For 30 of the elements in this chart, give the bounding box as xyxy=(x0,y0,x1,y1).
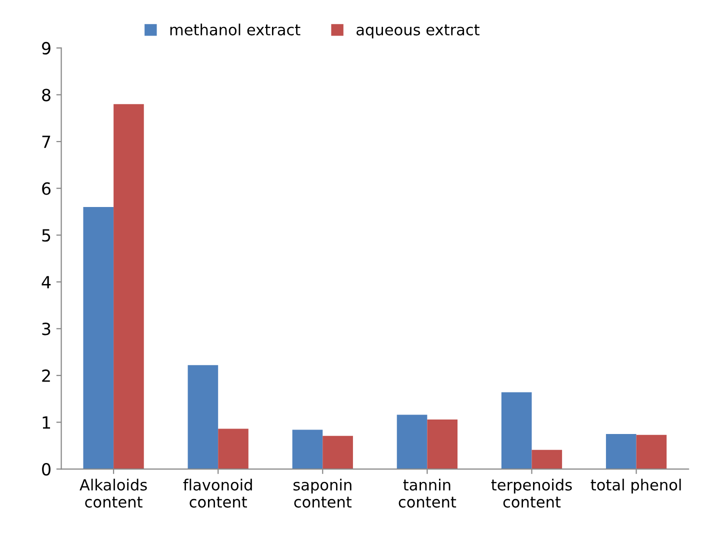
bar xyxy=(83,207,114,470)
legend-label: aqueous extract xyxy=(356,24,480,38)
bar xyxy=(396,414,428,470)
bar xyxy=(501,392,532,470)
y-tick-label: 8 xyxy=(42,88,50,102)
y-tick-label: 1 xyxy=(42,416,50,429)
y-tick-label: 9 xyxy=(42,42,50,55)
legend-label: methanol extract xyxy=(170,24,300,36)
bar xyxy=(218,428,248,470)
y-tick-label: 7 xyxy=(42,136,50,148)
y-tick-label: 5 xyxy=(42,229,50,242)
y-tick-label: 2 xyxy=(42,369,50,382)
bar xyxy=(188,365,218,470)
bar xyxy=(532,450,562,470)
x-tick-label: tannin content xyxy=(398,478,456,508)
bar xyxy=(322,436,353,470)
x-tick-label: saponin content xyxy=(293,478,352,508)
bar xyxy=(292,430,323,470)
y-tick-label: 3 xyxy=(42,322,50,336)
y-tick-label: 4 xyxy=(42,276,51,288)
y-tick-label: 0 xyxy=(42,463,50,476)
x-tick-label: flavonoid content xyxy=(183,478,252,508)
y-tick-label: 6 xyxy=(42,182,51,195)
bar xyxy=(114,104,144,470)
bar xyxy=(427,419,458,470)
bar xyxy=(636,434,667,470)
x-tick-label: terpenoids content xyxy=(491,478,572,508)
bar xyxy=(606,434,636,470)
x-tick-label: Alkaloids content xyxy=(80,478,147,508)
x-tick-label: total phenol xyxy=(590,478,681,494)
